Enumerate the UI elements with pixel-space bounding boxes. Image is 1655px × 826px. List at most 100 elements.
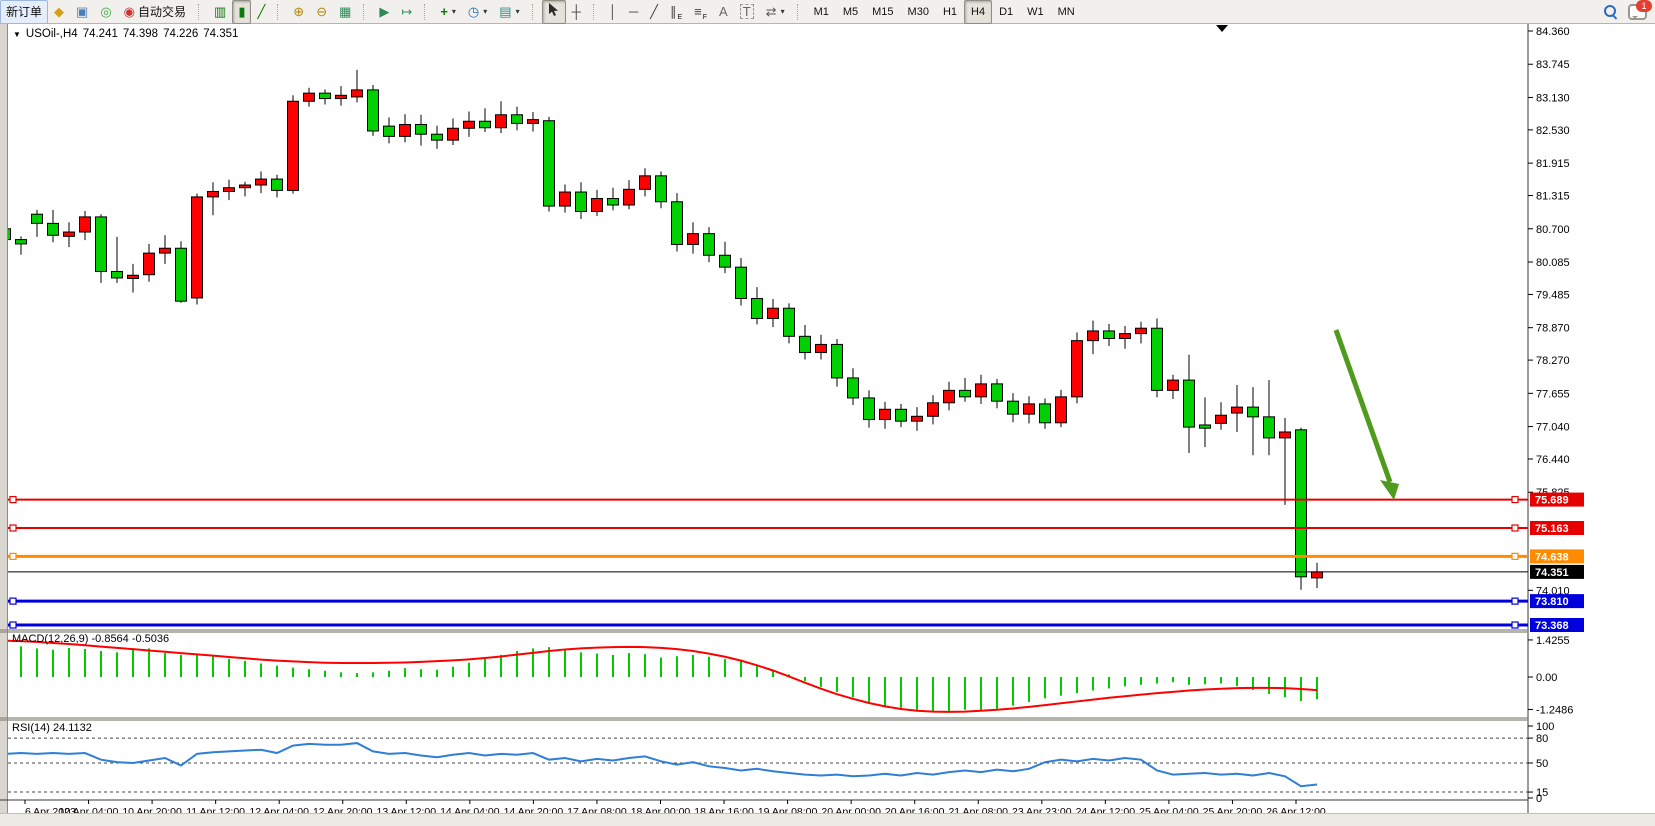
candle-body <box>815 343 827 354</box>
hline-handle[interactable] <box>1511 495 1519 504</box>
candle-body <box>783 307 795 337</box>
price-tick-label: 78.270 <box>1536 355 1570 367</box>
timeframe-button-H4[interactable]: H4 <box>964 0 993 24</box>
collapse-triangle-icon[interactable]: ▼ <box>13 29 21 39</box>
fibonacci-tool-button[interactable]: ≡ F <box>688 0 713 24</box>
time-tick-label: 24 Apr 12:00 <box>1076 806 1136 813</box>
chart-canvas[interactable]: 84.360 83.745 83.130 82.530 81.915 81.315 80.7… <box>0 24 1655 813</box>
price-label-text: 74.351 <box>1535 567 1569 579</box>
price-label-box <box>1530 594 1584 609</box>
chevron-down-icon: ▾ <box>780 7 785 16</box>
chart-background <box>8 24 1655 813</box>
hline-73.368[interactable] <box>8 621 1528 629</box>
auto-scroll-button[interactable]: ▶ <box>373 0 395 24</box>
text-label-tool-button[interactable]: T <box>734 0 760 24</box>
hline-handle[interactable] <box>9 552 17 560</box>
timeframe-button-M30[interactable]: M30 <box>907 5 929 18</box>
price-tick-label: 77.040 <box>1536 422 1570 434</box>
timeframe-button-H1[interactable]: H1 <box>942 5 958 18</box>
autotrade-icon: ◉ <box>123 4 135 19</box>
candle-body <box>639 175 651 190</box>
price-label-box <box>1530 549 1584 564</box>
timeframe-button-M1[interactable]: M1 <box>813 5 829 18</box>
hline-75.163[interactable] <box>8 524 1528 532</box>
timeframe-button-M5[interactable]: M5 <box>842 5 859 18</box>
hline-handle[interactable] <box>1511 621 1519 629</box>
candle-body <box>591 198 603 212</box>
candle-body <box>495 114 507 129</box>
time-tick-label: 25 Apr 20:00 <box>1203 806 1263 813</box>
market-watch-button[interactable]: ◆ <box>48 0 70 24</box>
chart-symbol-header[interactable]: ▼ USOil-,H4 74.241 74.398 74.226 74.351 <box>13 28 238 40</box>
line-chart-button[interactable]: ╱ <box>251 0 271 24</box>
bar-chart-button[interactable]: ▥ <box>208 0 232 24</box>
tile-windows-button[interactable]: ▦ <box>333 0 357 24</box>
timeframe-button-MN[interactable]: MN <box>1057 5 1075 18</box>
symbol-timeframe-label: USOil-,H4 <box>25 28 78 40</box>
quote-open: 74.241 <box>82 28 118 40</box>
hline-73.810[interactable] <box>8 597 1528 605</box>
timeframe-button-W1[interactable]: W1 <box>1027 5 1044 18</box>
candle-body <box>911 415 923 422</box>
hline-handle[interactable] <box>9 524 17 532</box>
new-order-button[interactable]: 新订单 <box>0 0 49 24</box>
crosshair-button[interactable]: ┼ <box>566 0 587 24</box>
price-tick-label: 84.360 <box>1536 26 1570 38</box>
time-tick-label: 20 Apr 00:00 <box>821 806 881 813</box>
price-axis[interactable]: 84.360 83.745 83.130 82.530 81.915 81.315 80.7… <box>1528 26 1570 597</box>
timeframe-button-D1[interactable]: D1 <box>999 5 1014 18</box>
candle-body <box>479 120 491 129</box>
top-marker-icon <box>1216 25 1228 32</box>
cursor-button[interactable] <box>541 0 566 24</box>
search-icon <box>1604 4 1616 17</box>
quote-close: 74.351 <box>203 28 239 40</box>
chat-button[interactable]: 1 <box>1628 0 1652 20</box>
signals-button[interactable]: ◎ <box>94 0 117 24</box>
hline-handle[interactable] <box>1511 552 1519 560</box>
price-label-73.368: 73.368 <box>1530 618 1584 633</box>
vertical-line-tool-button[interactable]: │ <box>603 0 623 24</box>
time-tick-label: 6 Apr 2023 <box>25 806 76 813</box>
timeframe-button-M15[interactable]: M15 <box>872 5 894 18</box>
candlestick-chart-button[interactable]: ▮ <box>232 0 252 24</box>
text-tool-button[interactable]: A <box>713 0 734 24</box>
candle-body <box>607 198 619 206</box>
hline-handle[interactable] <box>9 621 17 629</box>
hline-74.638[interactable] <box>8 552 1528 560</box>
hline-handle[interactable] <box>9 597 17 605</box>
auto-trading-button[interactable]: ◉ 自动交易 <box>118 0 192 24</box>
time-tick-label: 13 Apr 12:00 <box>377 806 437 813</box>
rsi-tick-label: 80 <box>1536 733 1548 745</box>
search-button[interactable] <box>1604 4 1618 20</box>
horizontal-line-tool-button[interactable]: ─ <box>623 0 644 24</box>
arrows-tool-button[interactable]: ⇄ ▾ <box>760 0 791 24</box>
time-tick-label: 17 Apr 08:00 <box>567 806 627 813</box>
hline-handle[interactable] <box>9 495 17 504</box>
trendline-tool-button[interactable]: ╱ <box>644 0 664 24</box>
hline-handle[interactable] <box>1511 524 1519 532</box>
candle-body <box>1119 333 1131 339</box>
candle-body <box>303 92 315 102</box>
candle-body <box>703 233 715 256</box>
templates-button[interactable]: ▤ ▾ <box>493 0 525 24</box>
down-arrow-annotation[interactable] <box>1333 329 1399 500</box>
channel-tool-button[interactable]: ∥ E <box>664 0 688 24</box>
hline-75.689[interactable] <box>8 495 1528 504</box>
zoom-out-button[interactable]: ⊖ <box>310 0 333 24</box>
candle-body <box>751 297 763 319</box>
chart-shift-button[interactable]: ↦ <box>395 0 418 24</box>
candle-body <box>191 196 203 299</box>
zoom-in-button[interactable]: ⊕ <box>287 0 310 24</box>
candle-body <box>367 89 379 132</box>
candle-body <box>287 100 299 191</box>
candle-body <box>31 213 43 224</box>
candle-body <box>463 120 475 129</box>
indicators-button[interactable]: + ▾ <box>434 0 462 24</box>
periods-button[interactable]: ◷ ▾ <box>462 0 493 24</box>
terminal-icon: ▣ <box>76 4 89 19</box>
chevron-down-icon: ▾ <box>451 7 456 16</box>
hline-handle[interactable] <box>1511 597 1519 605</box>
terminal-button[interactable]: ▣ <box>70 0 94 24</box>
